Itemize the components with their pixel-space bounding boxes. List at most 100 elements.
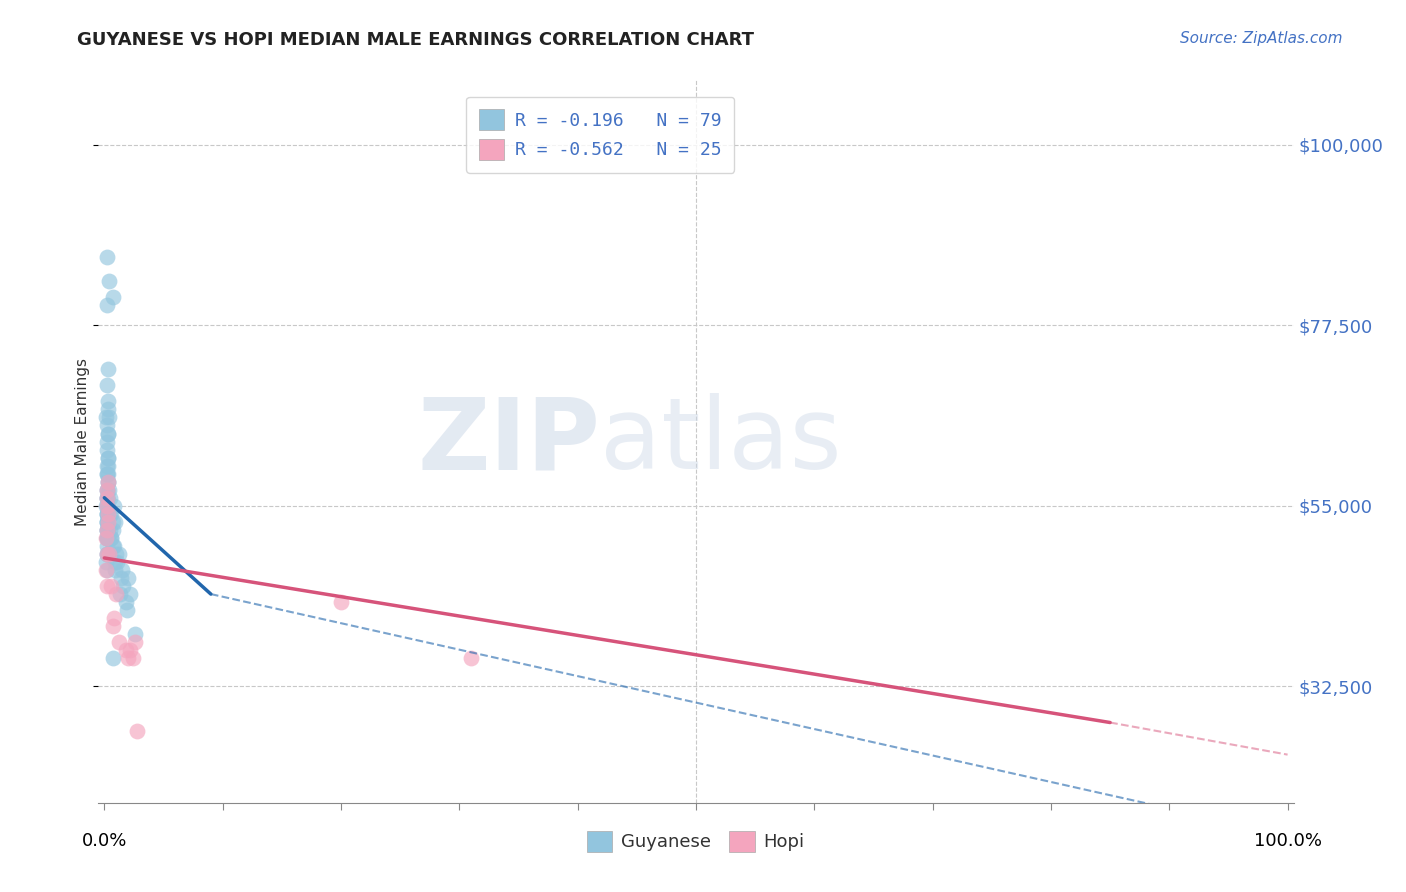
Point: [98, 491, 121, 505]
Point: [97, 507, 120, 521]
Point: [101, 515, 124, 529]
Point: [97, 402, 120, 417]
Point: [100, 507, 122, 521]
Point: [97, 450, 120, 465]
Point: [96, 483, 118, 497]
Point: [96, 523, 118, 537]
Point: [98, 531, 121, 545]
Point: [94, 499, 117, 513]
Point: [100, 531, 122, 545]
Text: 100.0%: 100.0%: [1254, 831, 1322, 850]
Text: 0.0%: 0.0%: [82, 831, 127, 850]
Point: [96, 507, 118, 521]
Point: [105, 587, 128, 601]
Point: [101, 539, 124, 553]
Point: [97, 458, 120, 473]
Point: [96, 531, 118, 545]
Point: [96, 483, 118, 497]
Point: [96, 499, 118, 513]
Point: [98, 410, 121, 425]
Point: [110, 571, 132, 585]
Point: [96, 467, 118, 481]
Point: [98, 274, 121, 288]
Point: [96, 515, 118, 529]
Point: [104, 515, 127, 529]
Point: [103, 539, 125, 553]
Text: Source: ZipAtlas.com: Source: ZipAtlas.com: [1180, 31, 1343, 46]
Point: [96, 491, 118, 505]
Point: [96, 531, 118, 545]
Point: [101, 290, 124, 304]
Point: [96, 531, 118, 545]
Point: [96, 491, 118, 505]
Point: [98, 547, 121, 561]
Point: [115, 603, 138, 617]
Point: [103, 611, 125, 625]
Point: [124, 627, 146, 641]
Point: [101, 523, 124, 537]
Point: [94, 531, 117, 545]
Point: [96, 563, 118, 577]
Point: [105, 547, 128, 561]
Point: [96, 523, 118, 537]
Point: [114, 643, 136, 657]
Point: [96, 531, 118, 545]
Point: [111, 563, 134, 577]
Point: [97, 475, 120, 489]
Legend: Guyanese, Hopi: Guyanese, Hopi: [579, 823, 813, 859]
Point: [98, 507, 121, 521]
Point: [103, 499, 125, 513]
Point: [96, 515, 118, 529]
Point: [96, 442, 118, 457]
Point: [96, 491, 118, 505]
Point: [94, 555, 117, 569]
Point: [101, 651, 124, 665]
Point: [96, 298, 118, 312]
Point: [96, 250, 118, 264]
Point: [97, 475, 120, 489]
Point: [97, 362, 120, 376]
Point: [96, 523, 118, 537]
Point: [101, 619, 124, 633]
Point: [94, 563, 117, 577]
Point: [100, 531, 122, 545]
Text: GUYANESE VS HOPI MEDIAN MALE EARNINGS CORRELATION CHART: GUYANESE VS HOPI MEDIAN MALE EARNINGS CO…: [77, 31, 755, 49]
Point: [96, 418, 118, 433]
Point: [330, 595, 353, 609]
Point: [97, 394, 120, 409]
Point: [97, 450, 120, 465]
Point: [97, 475, 120, 489]
Point: [96, 515, 118, 529]
Point: [97, 467, 120, 481]
Point: [96, 491, 118, 505]
Y-axis label: Median Male Earnings: Median Male Earnings: [75, 358, 90, 525]
Point: [96, 523, 118, 537]
Point: [96, 458, 118, 473]
Point: [127, 723, 149, 738]
Text: atlas: atlas: [600, 393, 842, 490]
Text: ZIP: ZIP: [418, 393, 600, 490]
Point: [98, 483, 121, 497]
Point: [107, 635, 129, 649]
Point: [117, 651, 139, 665]
Point: [96, 579, 118, 593]
Point: [121, 651, 143, 665]
Point: [96, 547, 118, 561]
Point: [117, 571, 139, 585]
Point: [97, 515, 120, 529]
Point: [104, 563, 127, 577]
Point: [96, 378, 118, 392]
Point: [94, 410, 117, 425]
Point: [104, 555, 127, 569]
Point: [96, 547, 118, 561]
Point: [105, 555, 128, 569]
Point: [114, 595, 136, 609]
Point: [96, 499, 118, 513]
Point: [120, 587, 142, 601]
Point: [98, 523, 121, 537]
Point: [108, 587, 131, 601]
Point: [97, 426, 120, 441]
Point: [124, 635, 146, 649]
Point: [107, 547, 129, 561]
Point: [96, 547, 118, 561]
